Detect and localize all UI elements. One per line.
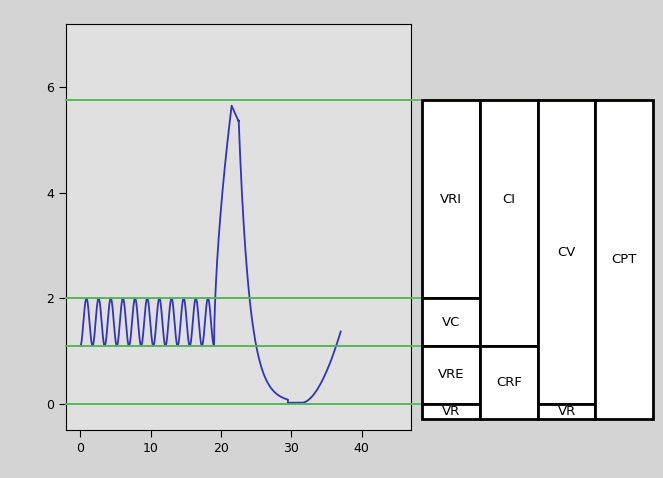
Text: VR: VR bbox=[558, 405, 575, 418]
Text: CRF: CRF bbox=[496, 376, 522, 389]
Text: VRI: VRI bbox=[440, 193, 462, 206]
Text: VC: VC bbox=[442, 315, 460, 328]
Text: VRE: VRE bbox=[438, 368, 464, 381]
Text: VR: VR bbox=[442, 405, 460, 418]
Text: CPT: CPT bbox=[611, 253, 637, 266]
Text: CV: CV bbox=[558, 246, 575, 259]
Text: CI: CI bbox=[503, 193, 515, 206]
